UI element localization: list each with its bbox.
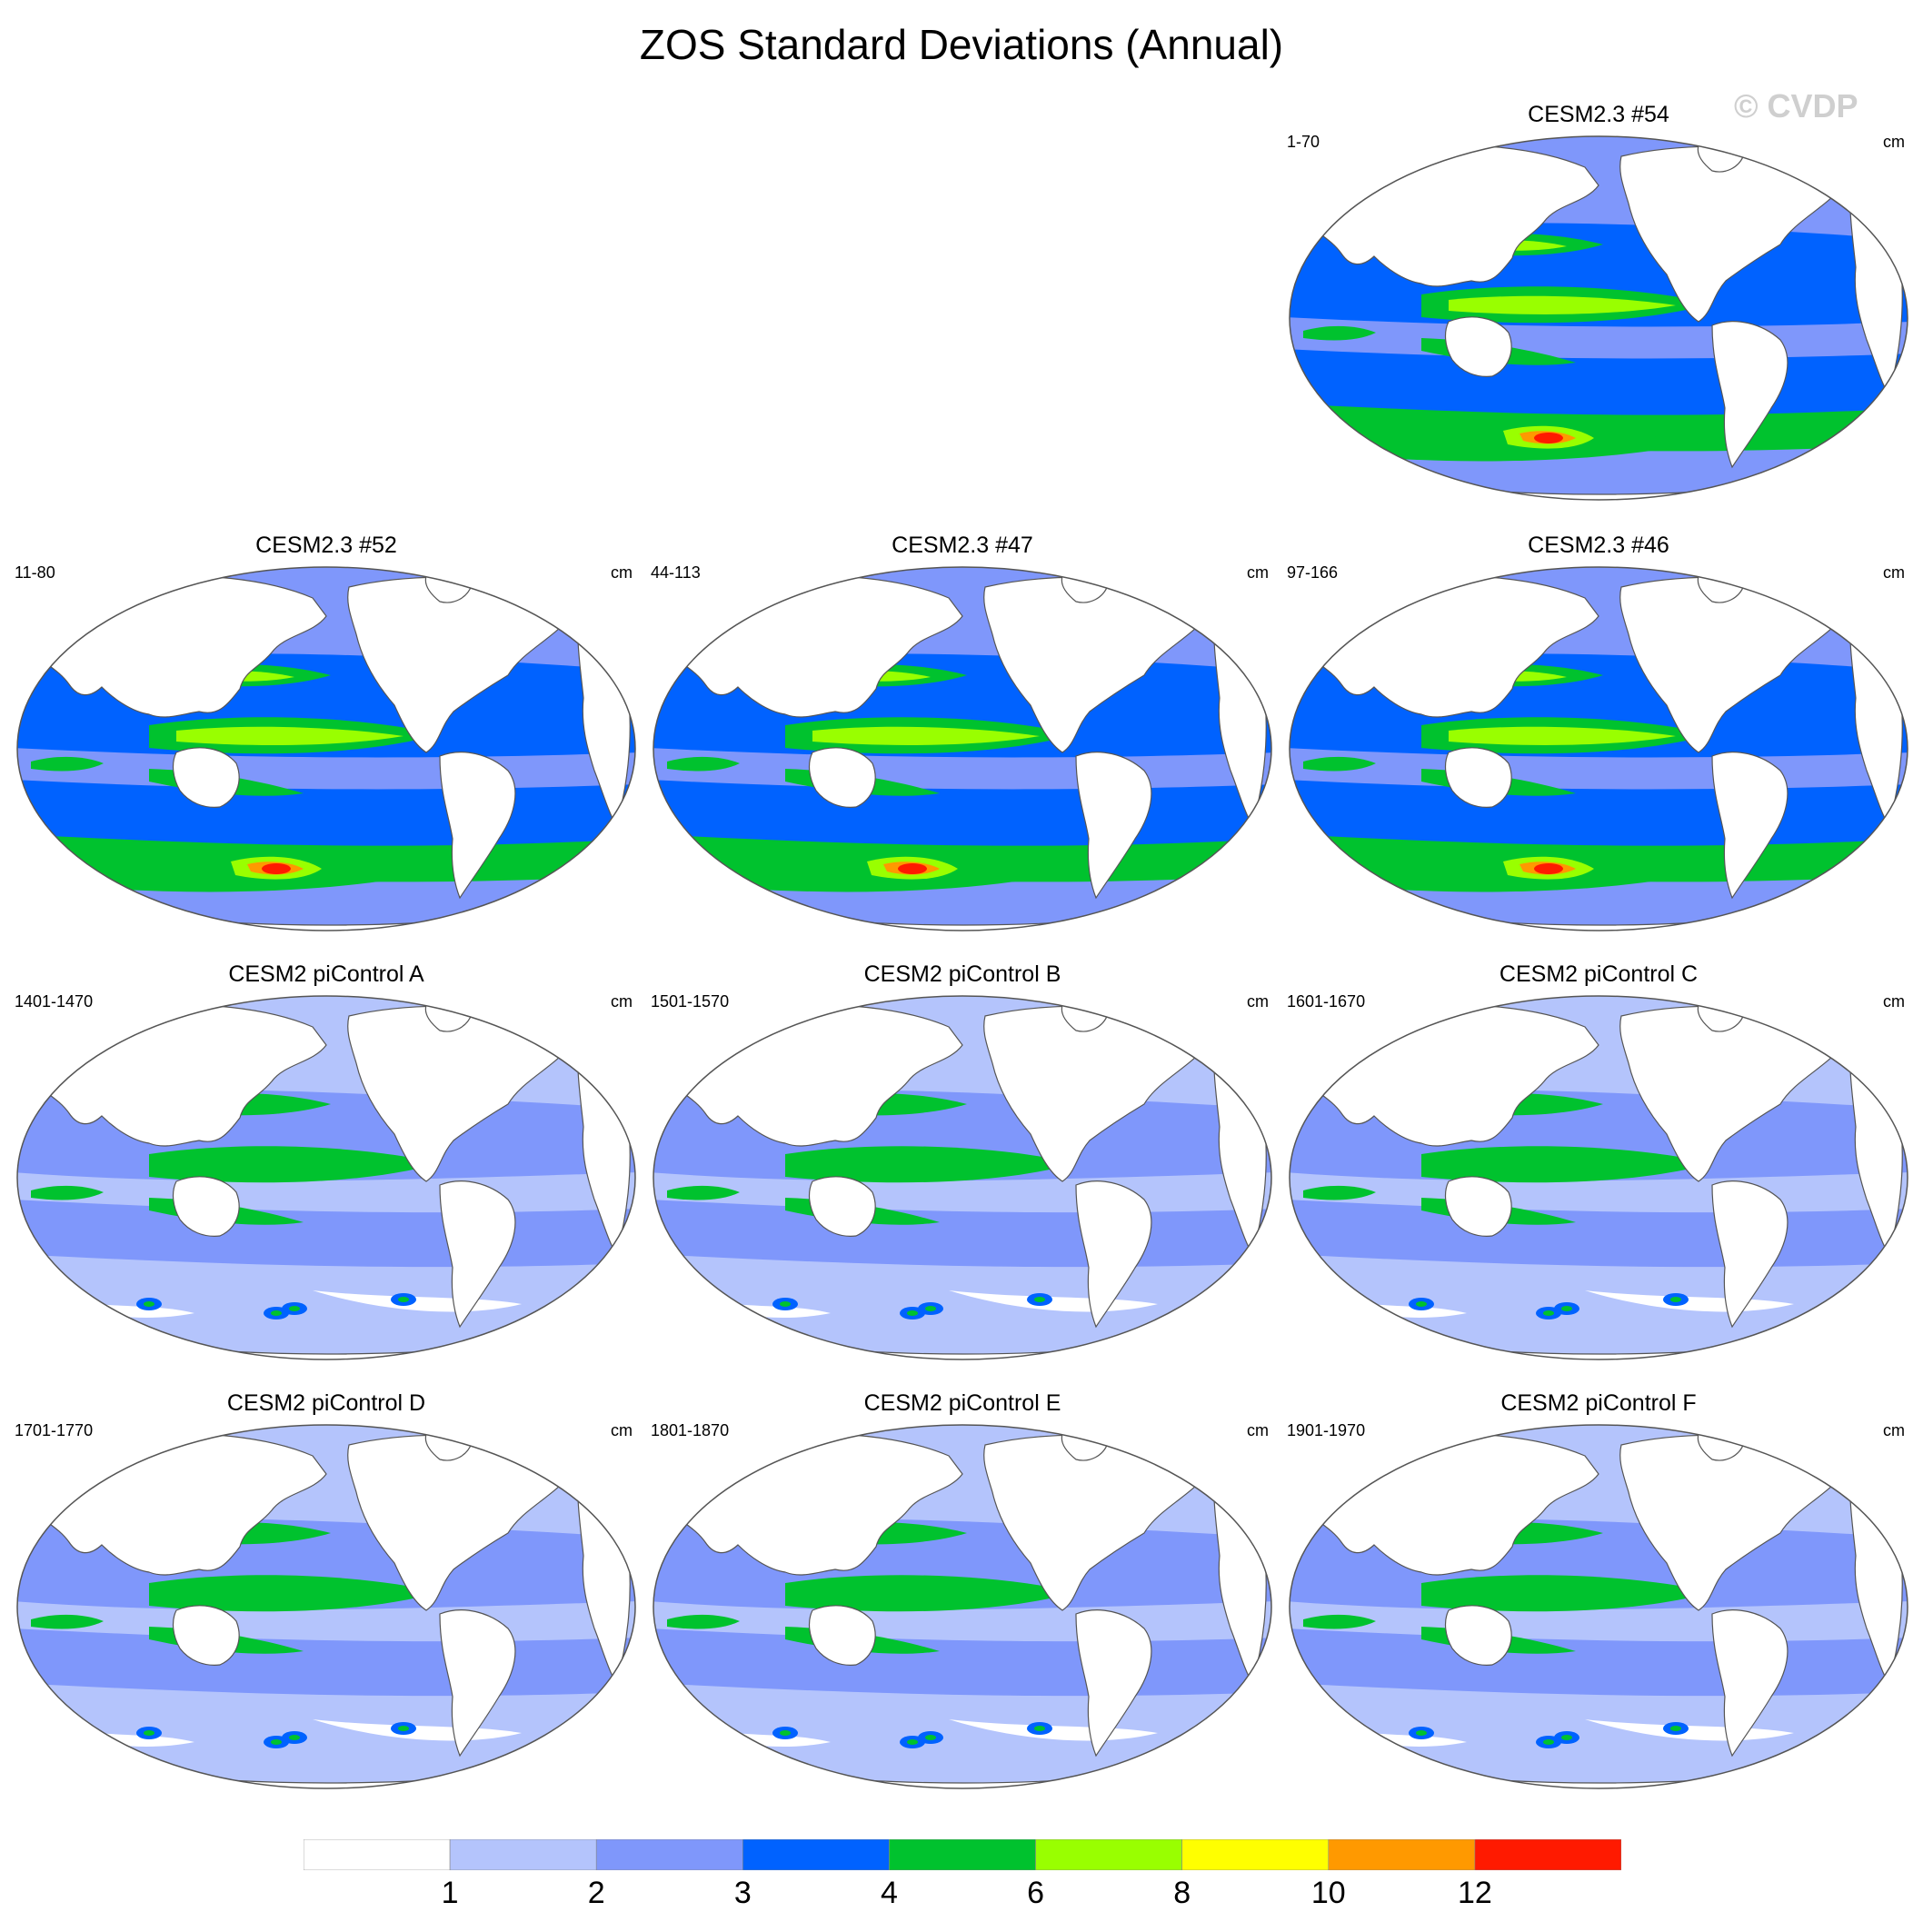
panel-title: CESM2 piControl C: [1499, 961, 1699, 987]
map-panel: CESM2 piControl B 1501-1570 cm: [649, 961, 1276, 1361]
panel-units: cm: [1247, 1421, 1269, 1439]
colorbar-swatch: [742, 1839, 890, 1870]
land-s-america: [1075, 1609, 1152, 1758]
colorbar-swatch: [595, 1839, 743, 1870]
colorbar-swatch: [1035, 1839, 1182, 1870]
panel-title: CESM2 piControl D: [226, 1390, 426, 1416]
panel-years: 1501-1570: [651, 992, 730, 1011]
colorbar-swatch: [449, 1839, 597, 1870]
colorbar-tick-label: 4: [880, 1876, 898, 1910]
land-s-america: [1711, 1180, 1788, 1329]
world-map: [1289, 566, 1908, 931]
world-map: [653, 995, 1272, 1360]
panel-units: cm: [1883, 133, 1905, 151]
land-australia: [808, 747, 876, 808]
colorbar-tick-label: 2: [587, 1876, 605, 1910]
panel-years: 44-113: [651, 563, 701, 582]
land-s-america: [1075, 1180, 1152, 1329]
map-panel: CESM2.3 #47 44-113 cm: [649, 533, 1276, 932]
panel-title: CESM2 piControl F: [1500, 1390, 1697, 1416]
world-map: [1289, 135, 1908, 501]
map-panel: CESM2 piControl E 1801-1870 cm: [649, 1390, 1276, 1790]
colorbar-swatch: [304, 1839, 451, 1870]
world-map: [1289, 1424, 1908, 1789]
map-panel: CESM2 piControl A 1401-1470 cm: [13, 961, 640, 1361]
panel-units: cm: [1883, 1421, 1905, 1439]
panel-title: CESM2 piControl B: [863, 961, 1061, 987]
panel-title: CESM2.3 #47: [892, 533, 1033, 558]
land-s-america: [1075, 752, 1152, 900]
panel-title: CESM2 piControl E: [863, 1390, 1061, 1416]
panel-years: 1601-1670: [1287, 992, 1366, 1011]
land-australia: [1444, 747, 1512, 808]
panel-years: 1-70: [1287, 133, 1320, 151]
land-australia: [172, 1176, 240, 1237]
map-panel: CESM2 piControl C 1601-1670 cm: [1285, 961, 1912, 1361]
colorbar-tick-label: 6: [1027, 1876, 1044, 1910]
map-panel: CESM2.3 #52 11-80 cm: [13, 533, 640, 932]
panel-years: 97-166: [1287, 563, 1339, 582]
panel-units: cm: [1883, 992, 1905, 1011]
panel-title: CESM2.3 #52: [255, 533, 397, 558]
world-map: [16, 1424, 636, 1789]
map-panel: CESM2.3 #54 1-70 cm: [1285, 102, 1912, 502]
colorbar-swatch: [1328, 1839, 1476, 1870]
map-panel: CESM2 piControl D 1701-1770 cm: [13, 1390, 640, 1790]
panel-years: 1801-1870: [651, 1421, 730, 1439]
land-australia: [1444, 1176, 1512, 1237]
colorbar-tick-label: 1: [441, 1876, 459, 1910]
colorbar-tick-label: 10: [1310, 1876, 1346, 1910]
colorbar-tick-label: 3: [733, 1876, 752, 1910]
land-australia: [808, 1176, 876, 1237]
land-australia: [172, 747, 240, 808]
panel-units: cm: [611, 992, 633, 1011]
land-s-america: [1711, 321, 1788, 469]
panel-title: CESM2.3 #54: [1528, 102, 1669, 127]
panel-units: cm: [1247, 992, 1269, 1011]
world-map: [1289, 995, 1908, 1360]
panel-units: cm: [611, 1421, 633, 1439]
panel-units: cm: [1883, 563, 1905, 582]
land-australia: [1444, 316, 1512, 377]
panel-units: cm: [1247, 563, 1269, 582]
world-map: [653, 1424, 1272, 1789]
land-s-america: [439, 1180, 516, 1329]
land-australia: [172, 1605, 240, 1666]
colorbar-swatch: [1474, 1839, 1621, 1870]
land-s-america: [1711, 752, 1788, 900]
panel-years: 11-80: [15, 563, 55, 582]
land-s-america: [439, 1609, 516, 1758]
land-australia: [1444, 1605, 1512, 1666]
colorbar-swatch: [889, 1839, 1036, 1870]
panel-title: CESM2 piControl A: [228, 961, 424, 987]
colorbar: [304, 1839, 1621, 1870]
figure-title: ZOS Standard Deviations (Annual): [639, 21, 1284, 68]
map-panel: CESM2.3 #46 97-166 cm: [1285, 533, 1912, 932]
world-map: [16, 995, 636, 1360]
world-map: [653, 566, 1272, 931]
panel-units: cm: [611, 563, 633, 582]
colorbar-tick-label: 12: [1457, 1876, 1492, 1910]
panel-years: 1901-1970: [1287, 1421, 1366, 1439]
colorbar-tick-label: 8: [1173, 1876, 1191, 1910]
world-map: [16, 566, 636, 931]
map-panel: CESM2 piControl F 1901-1970 cm: [1285, 1390, 1912, 1790]
panel-years: 1701-1770: [15, 1421, 94, 1439]
land-s-america: [439, 752, 516, 900]
land-australia: [808, 1605, 876, 1666]
cvdp-watermark: © CVDP: [1734, 87, 1858, 124]
land-s-america: [1711, 1609, 1788, 1758]
panel-years: 1401-1470: [15, 992, 94, 1011]
colorbar-swatch: [1181, 1839, 1330, 1870]
panel-title: CESM2.3 #46: [1528, 533, 1669, 558]
